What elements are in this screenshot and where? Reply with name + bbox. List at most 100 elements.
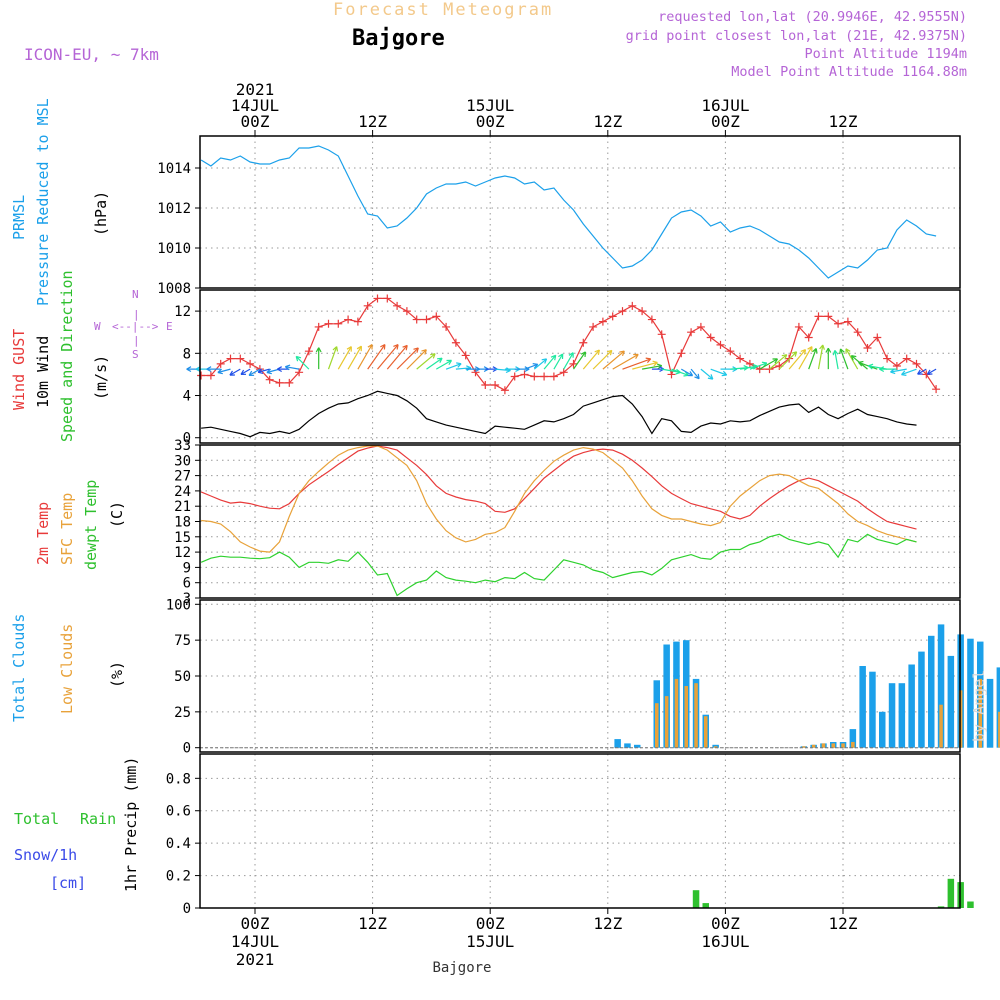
wind-arrow-head xyxy=(807,346,813,352)
y-tick-label: 0 xyxy=(183,741,191,757)
top-time-label: 12Z xyxy=(358,112,387,131)
gust-marker xyxy=(814,312,823,321)
gust-marker xyxy=(736,354,745,363)
bottom-time-label: 12Z xyxy=(829,914,858,933)
top-time-label: 12Z xyxy=(829,112,858,131)
wind-direction-arrow xyxy=(759,358,778,370)
temp-unit-label: (C) xyxy=(108,501,126,528)
gust-marker xyxy=(696,322,705,331)
bar-low-clouds xyxy=(831,743,835,748)
gust-marker xyxy=(549,372,558,381)
wind-direction-arrow xyxy=(436,359,452,370)
wind-arrow-head xyxy=(402,344,408,351)
wind-direction-legend: N | W <--|--> E | S xyxy=(94,288,173,361)
wind-direction-arrow xyxy=(416,353,436,370)
wind-direction-arrow xyxy=(612,353,639,370)
wind-arrow-head xyxy=(825,347,832,353)
bar-low-clouds xyxy=(998,711,1000,748)
bar-total-clouds xyxy=(634,744,641,748)
y-tick-label: 8 xyxy=(183,346,191,362)
bar-total-clouds xyxy=(996,667,1000,748)
bar-low-clouds xyxy=(939,704,943,748)
wind-unit-label: (m/s) xyxy=(92,355,110,400)
y-tick-label: 0.6 xyxy=(166,804,191,820)
gust-marker xyxy=(442,322,451,331)
dir-e-label: E xyxy=(166,320,173,333)
gust-marker xyxy=(647,315,656,324)
bar-total-clouds xyxy=(908,664,915,748)
wind-arrow-head xyxy=(456,362,462,368)
wind-direction-arrow xyxy=(406,349,427,370)
wind-arrow-head xyxy=(413,347,419,353)
top-time-label: 12Z xyxy=(593,112,622,131)
wind-arrow-head xyxy=(868,363,874,370)
y-tick-label: 21 xyxy=(174,499,191,515)
wind-direction-arrow xyxy=(582,349,600,370)
wind-arrow-head xyxy=(380,344,386,350)
y-tick-label: 24 xyxy=(174,484,191,500)
gust-marker xyxy=(246,359,255,368)
bar-low-clouds xyxy=(694,683,698,748)
wind-arrow-head xyxy=(800,349,807,355)
gust-marker xyxy=(912,359,921,368)
wind-arrow-head xyxy=(421,349,427,355)
gust-marker xyxy=(500,386,509,395)
wind-direction-arrow xyxy=(543,354,557,370)
bottom-time-label: 00Z xyxy=(711,914,740,933)
wind-arrow-head xyxy=(206,366,212,373)
gust-marker xyxy=(206,371,215,380)
wind-arrow-head xyxy=(917,369,923,375)
y-tick-label: 18 xyxy=(174,515,191,531)
bar-total-clouds xyxy=(947,655,955,748)
bar-low-clouds xyxy=(655,703,659,748)
wind-arrow-head xyxy=(850,355,857,361)
wind-arrow-head xyxy=(791,351,798,357)
y-tick-label: 0.4 xyxy=(166,836,191,852)
bottom-time-label: 12Z xyxy=(358,914,387,933)
prmsl-unit-label: (hPa) xyxy=(92,191,110,236)
wind-direction-arrow xyxy=(563,352,574,370)
wind-arrow-head xyxy=(812,348,818,354)
y-tick-label: 25 xyxy=(174,705,191,721)
bar-total-clouds xyxy=(849,729,857,748)
gust-marker xyxy=(412,315,421,324)
wind-direction-arrow xyxy=(808,348,817,370)
snow-unit-label: [cm] xyxy=(50,874,86,892)
gust-marker xyxy=(834,319,843,328)
wind-arrow-head xyxy=(594,349,600,356)
bar-total-clouds xyxy=(869,671,876,748)
wind-arrow-head xyxy=(446,359,453,366)
gust-marker xyxy=(755,365,764,374)
y-tick-label: 0.8 xyxy=(166,771,191,787)
wind-arrow-head xyxy=(879,366,885,373)
point-altitude: Point Altitude 1194m xyxy=(804,46,967,62)
bottom-time-label: 2021 xyxy=(236,950,275,969)
gust-marker xyxy=(559,368,568,377)
station-name: Bajgore xyxy=(352,26,445,51)
grid-point-coords: grid point closest lon,lat (21E, 42.9375… xyxy=(625,28,967,44)
gust-marker xyxy=(853,328,862,337)
gust-marker xyxy=(824,312,833,321)
y-tick-label: 27 xyxy=(174,469,191,485)
wind-arrow-head xyxy=(356,345,362,352)
gust-marker xyxy=(569,359,578,368)
gust-marker xyxy=(393,301,402,310)
snow-label: Snow/1h xyxy=(14,846,77,864)
bar-low-clouds xyxy=(821,743,826,748)
bar-low-clouds xyxy=(684,686,688,748)
wind-arrow-head xyxy=(606,349,613,356)
wind-arrow-head xyxy=(248,370,255,376)
y-tick-label: 1008 xyxy=(157,281,191,297)
wind-direction-arrow xyxy=(445,363,462,370)
wind-arrow-head xyxy=(266,368,272,375)
gust-marker xyxy=(579,338,588,347)
dir-v-top-label: | xyxy=(133,308,140,321)
wind-arrow-head xyxy=(541,358,548,364)
wind-direction-arrow xyxy=(798,346,813,370)
bar-low-clouds xyxy=(664,696,669,748)
total-clouds-label: Total Clouds xyxy=(10,614,28,722)
grid-lines xyxy=(200,136,960,909)
y-tick-label: 0.2 xyxy=(166,869,191,885)
wind-direction-arrow xyxy=(337,346,352,370)
wind-direction-arrow xyxy=(778,351,798,370)
